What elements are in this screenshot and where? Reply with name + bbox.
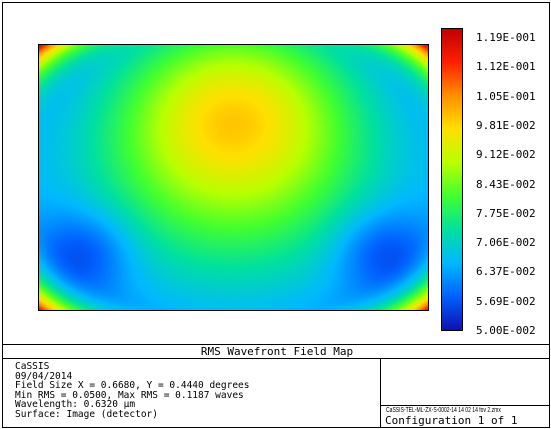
colorbar-tick-label: 1.19E-001 <box>476 31 536 44</box>
footer-hline <box>380 405 549 406</box>
colorbar-tick-label: 6.37E-002 <box>476 265 536 279</box>
colorbar <box>441 28 463 331</box>
colorbar-tick-label: 7.75E-002 <box>476 206 536 220</box>
colorbar-tick-label: 9.12E-002 <box>476 148 536 162</box>
info-line-field-size: Field Size X = 0.6680, Y = 0.4440 degree… <box>15 380 250 391</box>
file-name: CaSSIS-TEL-ML-ZX-S-0002-14 14 02 14 fov … <box>386 407 501 414</box>
colorbar-tick-label: 8.43E-002 <box>476 177 536 191</box>
colorbar-tick-label: 1.05E-001 <box>476 89 536 103</box>
info-line-surface: Surface: Image (detector) <box>15 408 158 420</box>
footer-divider <box>380 359 381 427</box>
heatmap-canvas <box>39 45 428 310</box>
rms-field-map <box>38 44 429 311</box>
chart-title: RMS Wavefront Field Map <box>3 344 549 359</box>
info-line-date: 09/04/2014 <box>15 370 73 382</box>
colorbar-tick-label: 7.06E-002 <box>476 236 536 250</box>
info-line-name: CaSSIS <box>15 361 50 372</box>
colorbar-tick-label: 5.00E-002 <box>476 324 536 337</box>
colorbar-tick-label: 9.81E-002 <box>476 118 536 132</box>
colorbar-tick-label: 5.69E-002 <box>476 294 536 308</box>
info-block: CaSSIS 09/04/2014 Field Size X = 0.6680, Y… <box>15 362 250 419</box>
info-line-wavelength: Wavelength: 0.6320 µm <box>15 399 136 410</box>
colorbar-tick-label: 1.12E-001 <box>476 60 536 74</box>
info-line-rms: Min RMS = 0.0500, Max RMS = 0.1187 waves <box>15 389 244 401</box>
configuration-label: Configuration 1 of 1 <box>385 414 518 427</box>
